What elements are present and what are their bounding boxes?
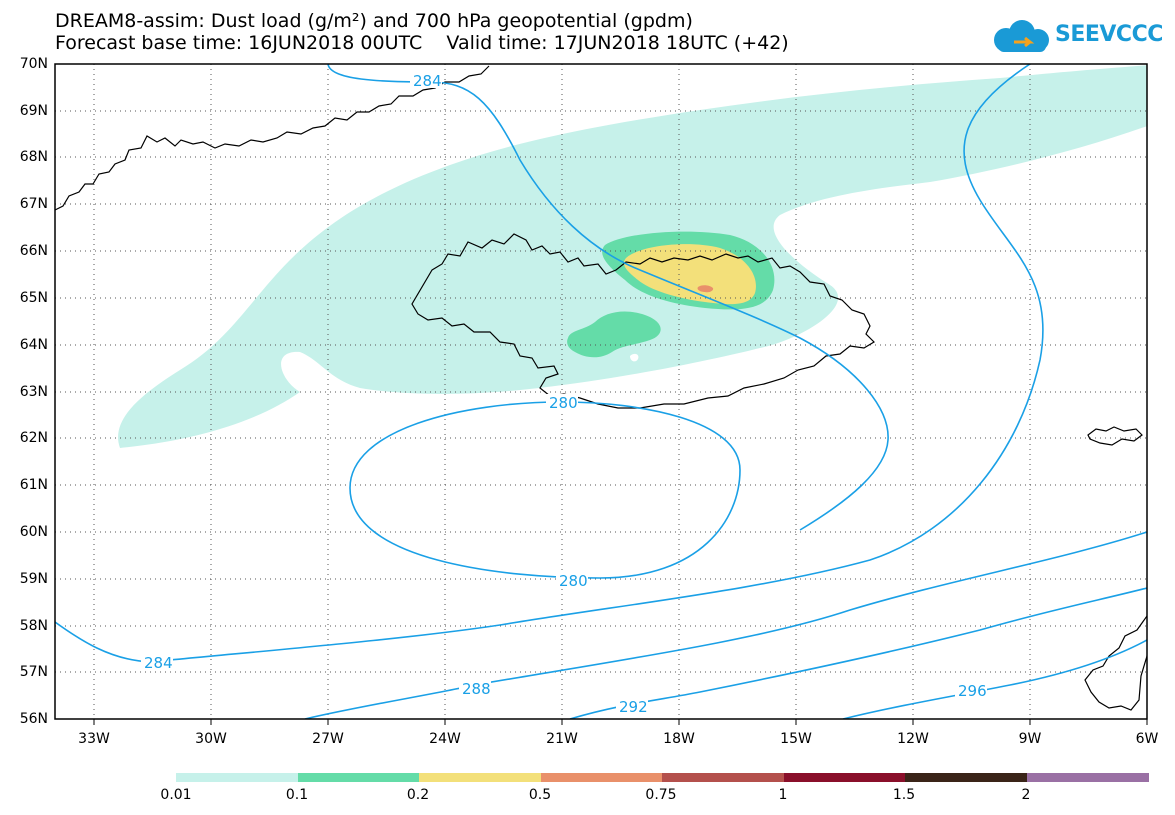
contour-label: 284 [413, 72, 442, 90]
lon-label: 6W [1135, 731, 1159, 747]
lon-label: 9W [1018, 731, 1042, 747]
lat-label: 64N [19, 337, 48, 353]
lat-label: 68N [19, 149, 48, 165]
colorbar-segment [1026, 773, 1149, 782]
lat-label: 61N [19, 477, 48, 493]
dust-region-0.2 [623, 244, 756, 305]
contour-label: 280 [549, 394, 578, 412]
lon-label: 18W [663, 731, 695, 747]
lat-label: 58N [19, 618, 48, 634]
contour-280 [349, 401, 741, 579]
greenland-coastline [55, 65, 490, 211]
colorbar-segment [176, 773, 298, 782]
colorbar-label: 0.75 [645, 787, 677, 803]
colorbar-label: 0.5 [528, 787, 552, 803]
lat-label: 69N [19, 103, 48, 119]
lat-label: 67N [19, 196, 48, 212]
colorbar-label: 2 [1021, 787, 1031, 803]
lon-label: 30W [195, 731, 227, 747]
cloud-icon [994, 20, 1049, 52]
colorbar-segment [540, 773, 663, 782]
lon-label: 12W [897, 731, 929, 747]
lat-label: 65N [19, 290, 48, 306]
colorbar-segment [905, 773, 1027, 782]
contour-label: 280 [559, 572, 588, 590]
faroe-coastline [1087, 426, 1143, 446]
colorbar-label: 0.1 [285, 787, 309, 803]
lon-label: 33W [78, 731, 110, 747]
iceland-coastline [411, 233, 875, 409]
lon-label: 27W [312, 731, 344, 747]
colorbar-label: 0.2 [406, 787, 430, 803]
lat-label: 60N [19, 524, 48, 540]
map-frame [54, 63, 1148, 720]
contour-292 [569, 587, 1147, 719]
lat-label: 59N [19, 571, 48, 587]
colorbar-label: 1.5 [892, 787, 916, 803]
lat-label: 63N [19, 384, 48, 400]
colorbar-segment [783, 773, 906, 782]
scotland-coastline [1084, 615, 1147, 711]
lat-label: 62N [19, 430, 48, 446]
contour-288 [304, 531, 1147, 719]
colorbar-label: 0.01 [160, 787, 192, 803]
lon-label: 21W [546, 731, 578, 747]
lat-label: 66N [19, 243, 48, 259]
contour-label: 296 [958, 682, 987, 700]
contour-label: 292 [619, 698, 648, 716]
logo-text: SEEVCCC [1055, 22, 1163, 47]
lon-label: 24W [429, 731, 461, 747]
contour-labels: 284 280 280 284 288 292 296 [141, 72, 987, 716]
contour-296 [842, 639, 1147, 719]
coastlines [55, 65, 1147, 711]
colorbar-segment [297, 773, 420, 782]
lat-label: 57N [19, 664, 48, 680]
contour-284-south [55, 64, 1044, 663]
lon-label: 15W [780, 731, 812, 747]
axis-ticks [93, 719, 1148, 725]
lat-label: 70N [19, 56, 48, 72]
dust-region-0.1-south [567, 311, 661, 358]
lat-label: 56N [19, 711, 48, 727]
map-title: DREAM8-assim: Dust load (g/m²) and 700 h… [55, 10, 693, 32]
colorbar-segment [419, 773, 541, 782]
dust-region-0.5 [697, 285, 714, 293]
colorbar-label: 1 [778, 787, 788, 803]
colorbar-segment [662, 773, 784, 782]
geopotential-contours [55, 64, 1147, 719]
contour-label: 288 [462, 680, 491, 698]
map-subtitle: Forecast base time: 16JUN2018 00UTC Vali… [55, 32, 789, 54]
contour-label: 284 [144, 654, 173, 672]
